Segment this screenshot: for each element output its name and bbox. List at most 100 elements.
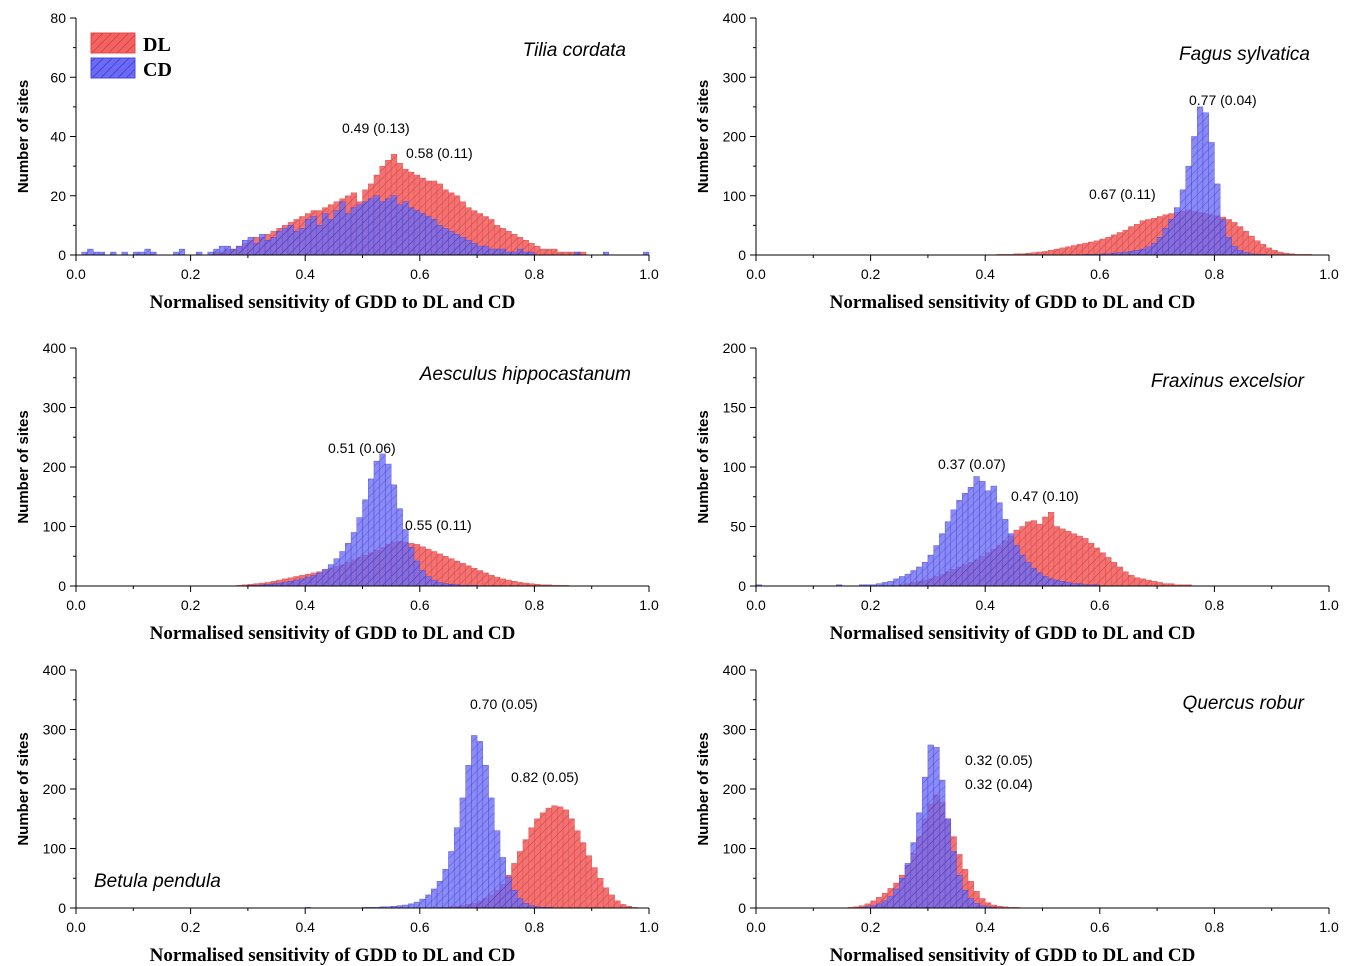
histogram-bar	[396, 508, 403, 587]
histogram-bar	[471, 567, 478, 587]
histogram-bar	[413, 560, 421, 587]
histogram-bar	[241, 239, 249, 256]
histogram-bar	[305, 219, 312, 256]
histogram-bar	[511, 581, 518, 587]
series-cd	[247, 453, 478, 587]
histogram-bar	[488, 575, 495, 587]
y-tick-label: 80	[50, 10, 66, 26]
histogram-bar	[1179, 189, 1186, 256]
histogram-bar	[385, 198, 392, 256]
histogram-bar	[356, 204, 363, 256]
legend-swatch-cd	[90, 57, 136, 79]
histogram-bar	[1048, 578, 1055, 587]
series-cd	[755, 476, 1100, 587]
histogram-bar	[904, 573, 911, 587]
x-tick-label: 0.6	[1090, 266, 1110, 282]
y-axis-label: Number of sites	[695, 80, 712, 193]
species-title: Betula pendula	[94, 871, 221, 892]
histogram-panel: 0.0 0.2 0.4 0.6 0.8 1.0 0 50 100 150 200 Number of …	[695, 340, 1339, 644]
y-tick-label: 0	[58, 900, 66, 916]
histogram-bar	[1225, 237, 1232, 256]
series-cd	[858, 744, 997, 909]
x-tick-label: 0.2	[861, 919, 881, 935]
histogram-bar	[402, 201, 409, 256]
histogram-bar	[1202, 112, 1209, 256]
histogram-bar	[944, 818, 952, 909]
x-tick-label: 0.6	[410, 597, 430, 613]
histogram-bar	[1019, 554, 1026, 587]
histogram-bar	[1151, 581, 1158, 587]
histogram-bar	[893, 578, 900, 587]
histogram-bar	[316, 572, 323, 587]
histogram-bar	[333, 558, 340, 587]
legend-swatch-dl	[90, 32, 136, 54]
histogram-bar	[511, 889, 518, 909]
x-tick-label: 0.0	[746, 597, 766, 613]
histogram-bar	[213, 248, 220, 256]
histogram-bar	[1254, 240, 1261, 256]
histogram-bar	[534, 245, 541, 256]
histogram-bar	[522, 903, 529, 909]
histogram-bar	[499, 578, 506, 587]
histogram-bar	[580, 842, 587, 909]
histogram-bar	[459, 563, 466, 587]
histogram-bar	[310, 575, 317, 587]
histogram-bar	[1082, 538, 1089, 587]
histogram-bar	[293, 579, 300, 587]
y-tick-label: 300	[43, 400, 67, 416]
histogram-bar	[1128, 251, 1135, 256]
histogram-bar	[1042, 251, 1049, 256]
histogram-bar	[436, 553, 443, 587]
y-tick-label: 0	[58, 247, 66, 263]
histogram-bar	[1133, 250, 1141, 256]
y-tick-label: 100	[43, 841, 67, 857]
histogram-bar	[1053, 248, 1060, 256]
histogram-panel: 0.0 0.2 0.4 0.6 0.8 1.0 0 100 200 300 400 Number of…	[15, 340, 659, 644]
histogram-bar	[1174, 207, 1181, 256]
mean-sd-annotation: 0.77 (0.04)	[1189, 92, 1257, 108]
y-tick-label: 400	[723, 10, 747, 26]
histogram-bar	[431, 888, 438, 909]
histogram-bar	[316, 225, 323, 256]
histogram-bar	[442, 228, 449, 256]
histogram-bar	[373, 460, 380, 587]
histogram-bar	[1070, 245, 1078, 256]
histogram-bar	[1025, 562, 1032, 587]
x-tick-label: 0.8	[525, 266, 545, 282]
histogram-bar	[390, 484, 398, 587]
histogram-bar	[1013, 545, 1020, 587]
y-tick-label: 200	[43, 459, 67, 475]
histogram-bar	[494, 576, 501, 587]
x-tick-label: 1.0	[1319, 597, 1339, 613]
histogram-bar	[448, 558, 455, 587]
y-axis-label: Number of sites	[15, 80, 32, 193]
histogram-bar	[482, 245, 489, 256]
histogram-bar	[1111, 562, 1118, 587]
species-title: Tilia cordata	[523, 40, 626, 61]
histogram-bar	[517, 248, 524, 256]
series-cd	[81, 195, 650, 256]
histogram-bar	[350, 532, 357, 587]
y-tick-label: 300	[723, 722, 747, 738]
x-tick-label: 1.0	[639, 266, 659, 282]
histogram-bar	[264, 239, 272, 256]
histogram-bar	[562, 809, 569, 909]
histogram-bar	[551, 805, 558, 909]
x-tick-label: 0.8	[1205, 266, 1225, 282]
histogram-bar	[985, 490, 992, 587]
histogram-bar	[534, 818, 541, 909]
mean-sd-annotation: 0.82 (0.05)	[511, 769, 579, 785]
histogram-bar	[476, 245, 484, 256]
histogram-bar	[1128, 575, 1135, 587]
histogram-bar	[1168, 219, 1175, 256]
histogram-bar	[1122, 229, 1129, 256]
histogram-bar	[1042, 516, 1049, 587]
histogram-bar	[408, 903, 415, 909]
histogram-bar	[1128, 226, 1135, 256]
x-tick-label: 1.0	[639, 919, 659, 935]
histogram-bar	[1007, 533, 1015, 587]
y-tick-label: 40	[50, 129, 66, 145]
histogram-bar	[425, 216, 432, 256]
legend: DL CD	[90, 32, 172, 81]
histogram-bar	[287, 225, 294, 256]
